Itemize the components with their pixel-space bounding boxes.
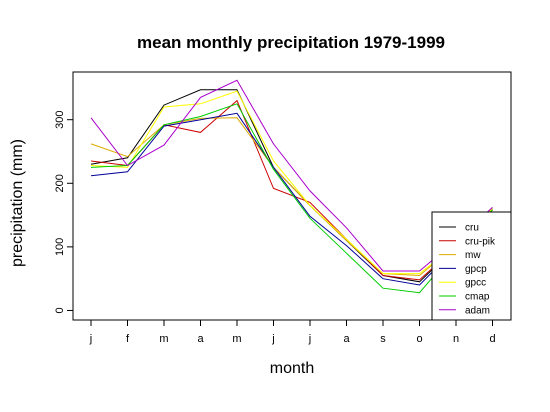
legend-label-cru: cru xyxy=(465,223,479,234)
x-tick-label: j xyxy=(308,333,311,345)
x-tick-label: f xyxy=(126,333,130,345)
x-tick-label: j xyxy=(89,333,92,345)
y-tick-label: 0 xyxy=(54,307,66,313)
y-tick-label: 300 xyxy=(54,111,66,129)
legend-label-gpcc: gpcc xyxy=(465,278,486,289)
series-line-gpcc xyxy=(90,90,493,275)
legend-label-gpcp: gpcp xyxy=(465,264,487,275)
plot-frame xyxy=(72,71,512,321)
y-tick-label: 200 xyxy=(54,174,66,192)
axes: j f m a m j j a s o n d 0 100 200 300 xyxy=(54,71,512,345)
chart-title: mean monthly precipitation 1979-1999 xyxy=(137,33,445,52)
legend-label-cru-pik: cru-pik xyxy=(465,236,496,247)
x-tick-label: d xyxy=(489,333,495,345)
x-tick-label: j xyxy=(271,333,274,345)
x-tick-label: a xyxy=(197,333,204,345)
legend: cru cru-pik mw gpcp gpcc cmap adam xyxy=(431,211,512,321)
series-line-cmap xyxy=(90,103,493,294)
series-line-adam xyxy=(90,79,493,272)
x-axis-label: month xyxy=(270,360,314,377)
x-tick-label: s xyxy=(380,333,386,345)
series-line-gpcp xyxy=(90,112,493,286)
x-tick-label: n xyxy=(453,333,459,345)
x-tick-label: a xyxy=(343,333,350,345)
legend-box xyxy=(431,211,512,321)
x-tick-label: o xyxy=(416,333,422,345)
y-tick-label: 100 xyxy=(54,238,66,256)
x-tick-label: m xyxy=(232,333,241,345)
plot-area xyxy=(90,79,493,294)
legend-label-cmap: cmap xyxy=(465,292,490,303)
legend-label-adam: adam xyxy=(465,305,490,316)
series-line-mw xyxy=(90,117,493,277)
x-tick-label: m xyxy=(159,333,168,345)
y-axis-label: precipitation (mm) xyxy=(9,139,26,267)
legend-label-mw: mw xyxy=(465,250,481,261)
